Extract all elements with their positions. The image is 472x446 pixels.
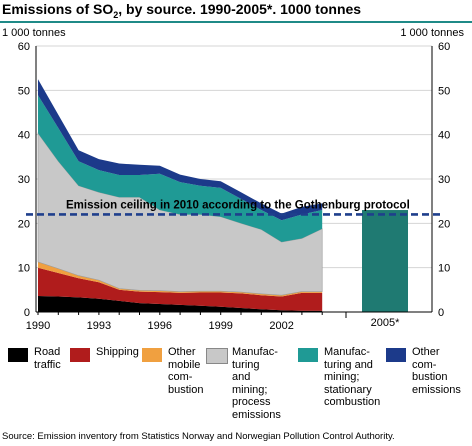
legend-label: Manufac- turing and mining; stationary c… (324, 346, 381, 408)
area-manufacturing-and-mining-stationary-combustion (38, 95, 323, 242)
y-tick-label-right: 60 (438, 41, 450, 53)
y-tick-label-left: 30 (18, 174, 30, 186)
y-tick-label-right: 40 (438, 130, 450, 142)
y-tick-label-left: 0 (24, 307, 30, 319)
x-tick-label: 2002 (269, 320, 293, 332)
legend-swatch (8, 348, 28, 362)
legend-label: Other com- bustion emissions (412, 346, 461, 396)
x-tick-label: 1990 (26, 320, 50, 332)
y-unit-right: 1 000 tonnes (400, 27, 464, 39)
y-tick-label-right: 0 (438, 307, 444, 319)
chart-title: Emissions of SO2, by source. 1990-2005*.… (2, 1, 362, 20)
y-tick-label-right: 50 (438, 85, 450, 97)
legend-label: Shipping (96, 346, 139, 358)
y-tick-label-left: 50 (18, 85, 30, 97)
title-divider (0, 21, 472, 23)
x-tick-label: 1999 (208, 320, 232, 332)
bar-2005 (362, 210, 408, 312)
x-tick-label: 1996 (148, 320, 172, 332)
y-tick-label-left: 60 (18, 41, 30, 53)
ceiling-label: Emission ceiling in 2010 according to th… (66, 199, 410, 211)
area-shipping (38, 267, 323, 311)
y-tick-label-right: 10 (438, 263, 450, 275)
legend-swatch (70, 348, 90, 362)
y-tick-label-left: 20 (18, 218, 30, 230)
legend-label: Other mobile com- bustion (168, 346, 204, 396)
legend-label: Manufac- turing and mining; process emis… (232, 346, 281, 421)
area-road-traffic (38, 296, 323, 312)
y-tick-label-right: 20 (438, 218, 450, 230)
legend-swatch (142, 348, 162, 362)
legend-swatch (298, 348, 318, 362)
source-note: Source: Emission inventory from Statisti… (2, 431, 395, 442)
legend-label: Road traffic (34, 346, 61, 371)
y-unit-left: 1 000 tonnes (2, 27, 66, 39)
y-tick-label-right: 30 (438, 174, 450, 186)
y-tick-label-left: 40 (18, 130, 30, 142)
legend-swatch (206, 348, 228, 364)
y-tick-label-left: 10 (18, 263, 30, 275)
legend-swatch (386, 348, 406, 362)
x-tick-label: 1993 (87, 320, 111, 332)
x-tick-label-2005: 2005* (371, 317, 400, 329)
